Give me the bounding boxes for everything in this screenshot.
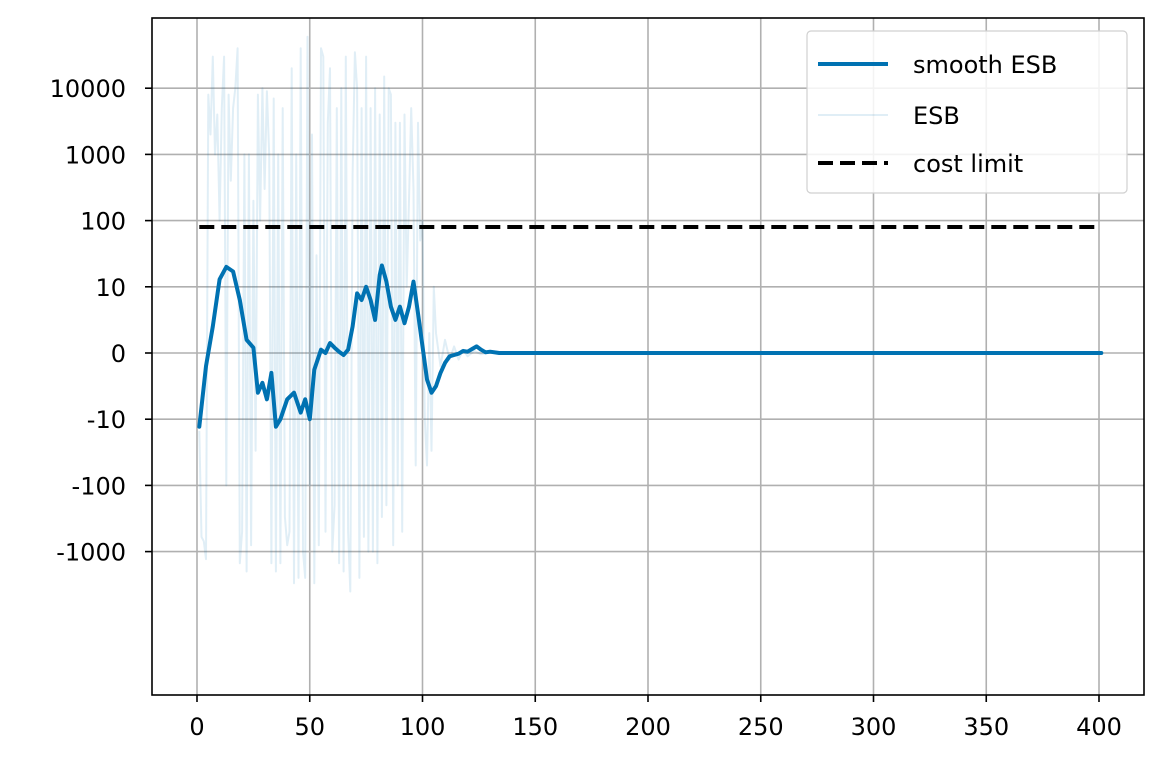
legend-label-cost-limit: cost limit xyxy=(913,150,1023,178)
series-line-esb xyxy=(198,35,502,593)
x-tick-label: 400 xyxy=(1076,713,1122,741)
x-tick-label: 300 xyxy=(851,713,897,741)
legend: smooth ESB ESB cost limit xyxy=(806,30,1128,194)
series-layer xyxy=(197,35,1104,593)
x-tick-label: 350 xyxy=(963,713,1009,741)
x-tick-label: 0 xyxy=(189,713,204,741)
legend-label-esb: ESB xyxy=(913,102,960,130)
y-tick-label: -10 xyxy=(87,406,126,434)
y-tick-label: 10 xyxy=(95,274,126,302)
y-tick-label: 1000 xyxy=(65,141,126,169)
x-tick-label: 100 xyxy=(400,713,446,741)
x-tick-label: 150 xyxy=(512,713,558,741)
y-tick-label: -100 xyxy=(72,472,126,500)
y-tick-label: 0 xyxy=(111,340,126,368)
y-tick-label: -1000 xyxy=(56,539,126,567)
x-tick-label: 250 xyxy=(738,713,784,741)
y-tick-label: 10000 xyxy=(50,75,126,103)
x-tick-label: 200 xyxy=(625,713,671,741)
y-tick-label: 100 xyxy=(80,208,126,236)
legend-label-smooth-esb: smooth ESB xyxy=(913,51,1057,79)
tick-layer: 0 50 100 150 200 250 300 350 400100001000100100-… xyxy=(50,75,1122,741)
x-tick-label: 50 xyxy=(294,713,325,741)
legend-box xyxy=(806,30,1128,194)
series-line-smooth-esb xyxy=(197,263,1104,429)
